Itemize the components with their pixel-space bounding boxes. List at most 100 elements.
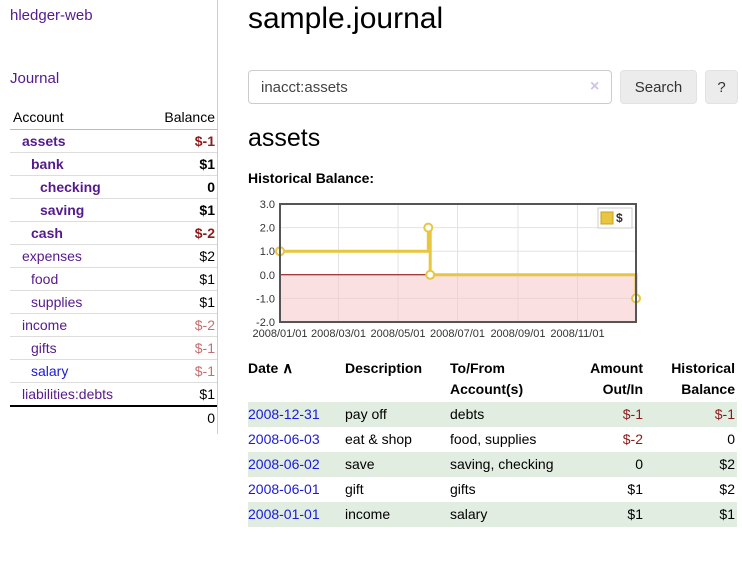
account-link-bank[interactable]: bank: [31, 156, 64, 172]
account-link-gifts[interactable]: gifts: [31, 340, 57, 356]
account-balance: $-1: [144, 336, 217, 360]
date-header-label: Date: [248, 360, 279, 376]
transaction-accounts: debts: [450, 402, 565, 427]
transaction-accounts: gifts: [450, 481, 476, 497]
register-row: 2008-06-03 eat & shop food, supplies $-2…: [248, 427, 737, 452]
transaction-accounts: food, supplies: [450, 431, 537, 447]
sidebar-item-journal[interactable]: Journal: [10, 70, 60, 87]
account-row-liabilities-debts: liabilities:debts $1: [10, 382, 217, 407]
transaction-date-link[interactable]: 2008-06-01: [248, 481, 320, 497]
account-link-food[interactable]: food: [31, 271, 59, 287]
search-button[interactable]: Search: [620, 70, 697, 104]
account-balance: $1: [144, 152, 217, 176]
account-row-cash: cash $-2: [10, 221, 217, 245]
account-row-food: food $1: [10, 267, 217, 291]
x-axis-tick-label: 2008/11/01: [549, 328, 606, 340]
account-link-checking[interactable]: checking: [40, 179, 101, 195]
account-balance: $-1: [144, 129, 217, 153]
account-balance: $-2: [144, 221, 217, 245]
account-balance: $2: [144, 244, 217, 268]
svg-text:0.0: 0.0: [260, 270, 275, 282]
register-row: 2008-12-31 pay off debts $-1 $-1: [248, 402, 737, 427]
account-row-income: income $-2: [10, 313, 217, 337]
transaction-description: gift: [345, 481, 364, 497]
transaction-date-link[interactable]: 2008-06-03: [248, 431, 320, 447]
svg-text:-1.0: -1.0: [256, 293, 275, 305]
transaction-description: eat & shop: [345, 431, 412, 447]
chart-x-axis-labels: 2008/01/01 2008/03/01 2008/05/01 2008/07/01…: [248, 328, 668, 342]
transaction-balance: $1: [645, 502, 737, 527]
account-heading: assets: [248, 124, 321, 152]
account-balance: $1: [144, 290, 217, 314]
clear-search-icon[interactable]: ×: [590, 78, 600, 95]
date-column-header[interactable]: Date ∧: [248, 356, 345, 402]
chart-heading: Historical Balance:: [248, 170, 375, 186]
account-balance: $-1: [144, 359, 217, 383]
account-balance: $-2: [144, 313, 217, 337]
svg-text:2.0: 2.0: [260, 223, 275, 235]
account-balance: $1: [144, 267, 217, 291]
account-link-salary[interactable]: salary: [31, 363, 69, 379]
historical-balance-chart: 3.0 2.0 1.0 0.0 -1.0 -2.0 $: [248, 199, 648, 329]
account-row-supplies: supplies $1: [10, 290, 217, 314]
register-row: 2008-01-01 income salary $1 $1: [248, 502, 737, 527]
account-row-bank: bank $1: [10, 152, 217, 176]
transaction-amount: 0: [565, 452, 645, 477]
account-link-liabilities-debts[interactable]: liabilities:debts: [22, 386, 114, 402]
account-balance: 0: [144, 175, 217, 199]
account-row-assets: assets $-1: [10, 129, 217, 153]
transaction-balance: $-1: [645, 402, 737, 427]
accounts-total-row: 0: [10, 405, 217, 429]
tofrom-column-header: To/From Account(s): [450, 360, 524, 397]
account-link-supplies[interactable]: supplies: [31, 294, 83, 310]
x-axis-tick-label: 2008/09/01: [489, 328, 547, 340]
account-link-expenses[interactable]: expenses: [22, 248, 82, 264]
transaction-description: pay off: [345, 402, 450, 427]
x-axis-tick-label: 2008/03/01: [309, 328, 368, 340]
account-link-income[interactable]: income: [22, 317, 68, 333]
amount-column-header: Amount Out/In: [590, 360, 643, 397]
app-title-link[interactable]: hledger-web: [10, 7, 93, 24]
search-form: × Search ?: [248, 70, 738, 104]
svg-text:$: $: [616, 211, 623, 225]
account-link-assets[interactable]: assets: [22, 133, 66, 149]
account-row-expenses: expenses $2: [10, 244, 217, 268]
transaction-description: income: [345, 502, 450, 527]
balance-column-header: Historical Balance: [671, 360, 735, 397]
account-row-gifts: gifts $-1: [10, 336, 217, 360]
help-button[interactable]: ?: [705, 70, 738, 104]
transaction-date-link[interactable]: 2008-06-02: [248, 456, 320, 472]
transaction-accounts: salary: [450, 502, 565, 527]
transaction-accounts: saving, checking: [450, 452, 565, 477]
svg-text:1.0: 1.0: [260, 246, 275, 258]
transaction-amount: $1: [627, 481, 643, 497]
transaction-balance: $2: [645, 452, 737, 477]
transaction-balance: 0: [727, 431, 735, 447]
svg-text:-2.0: -2.0: [256, 317, 275, 329]
transaction-amount: $1: [565, 502, 645, 527]
account-row-salary: salary $-1: [10, 359, 217, 383]
sort-ascending-icon: ∧: [282, 360, 294, 377]
transaction-balance: $2: [719, 481, 735, 497]
account-link-cash[interactable]: cash: [31, 225, 63, 241]
chart-canvas: 3.0 2.0 1.0 0.0 -1.0 -2.0 $: [256, 199, 641, 329]
description-column-header: Description: [345, 360, 423, 376]
account-row-checking: checking 0: [10, 175, 217, 199]
account-link-saving[interactable]: saving: [40, 202, 85, 218]
x-axis-tick-label: 2008/07/01: [428, 328, 487, 340]
account-balance: $1: [144, 198, 217, 222]
x-axis-tick-label: 2008/01/01: [251, 328, 309, 340]
transaction-date-link[interactable]: 2008-12-31: [248, 406, 320, 422]
account-balance: $1: [144, 382, 217, 407]
transaction-amount: $-1: [565, 402, 645, 427]
accounts-balance-table: Account Balance assets $-1 bank $1 check…: [10, 106, 217, 429]
account-column-header: Account: [10, 106, 145, 130]
svg-text:3.0: 3.0: [260, 199, 275, 211]
page-title: sample.journal: [248, 2, 444, 35]
x-axis-tick-label: 2008/05/01: [369, 328, 427, 340]
search-input[interactable]: [248, 70, 612, 104]
sidebar-divider: [217, 0, 218, 434]
accounts-total-value: 0: [144, 405, 217, 429]
transaction-date-link[interactable]: 2008-01-01: [248, 506, 320, 522]
